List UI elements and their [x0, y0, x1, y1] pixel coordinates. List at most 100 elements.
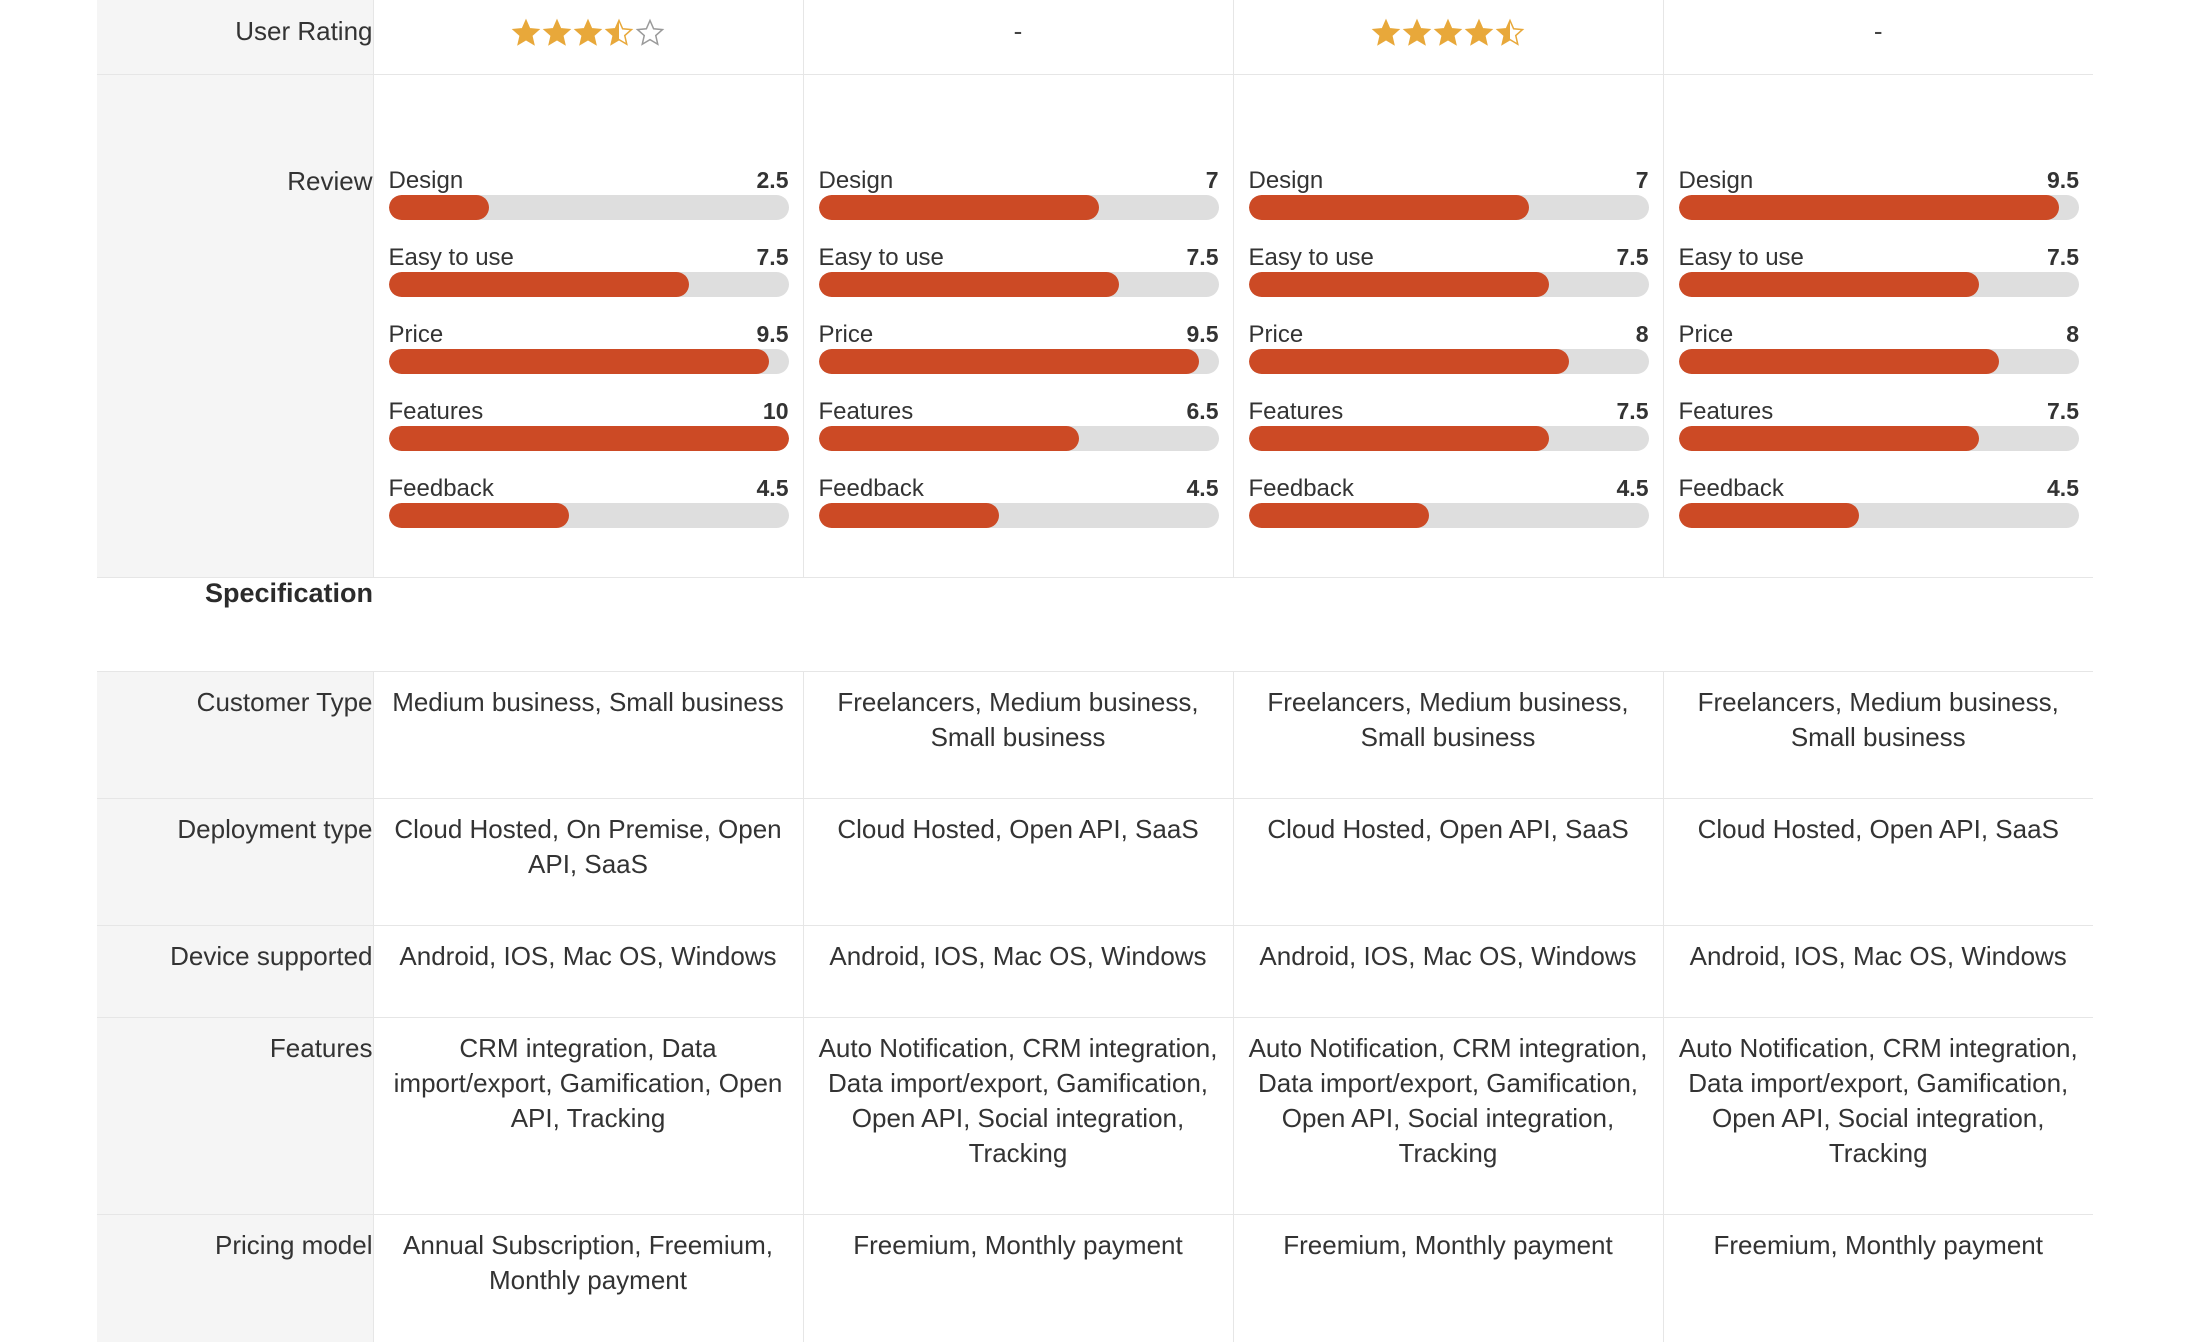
spec-value: Cloud Hosted, Open API, SaaS — [1233, 799, 1663, 926]
spec-value: Cloud Hosted, Open API, SaaS — [803, 799, 1233, 926]
review-criterion: Feedback 4.5 — [1249, 471, 1649, 548]
stars-graphic — [511, 2, 665, 64]
spec-row-customer-type: Customer Type Medium business, Small bus… — [97, 672, 2093, 799]
spec-value: Freelancers, Medium business, Small busi… — [803, 672, 1233, 799]
star-full-icon — [1405, 21, 1430, 45]
score-bar-fill — [819, 503, 999, 528]
spec-row-pricing-model: Pricing model Annual Subscription, Freem… — [97, 1215, 2093, 1342]
spec-value: Cloud Hosted, Open API, SaaS — [1663, 799, 2093, 926]
criterion-score: 7.5 — [1617, 240, 1649, 275]
user-rating-cell: - — [1663, 0, 2093, 75]
spec-label: Customer Type — [97, 672, 373, 799]
score-bar-fill — [819, 272, 1119, 297]
criterion-score: 9.5 — [1187, 317, 1219, 352]
spec-label: Deployment type — [97, 799, 373, 926]
score-bar-track — [389, 195, 789, 220]
spec-label: Features — [97, 1018, 373, 1215]
criterion-score: 7 — [1206, 163, 1219, 198]
criterion-score: 8 — [2066, 317, 2079, 352]
criterion-header: Feedback 4.5 — [1249, 471, 1649, 503]
criterion-header: Easy to use 7.5 — [819, 240, 1219, 272]
spec-value: Freemium, Monthly payment — [1663, 1215, 2093, 1342]
criterion-score: 4.5 — [1187, 471, 1219, 506]
star-full-icon — [1374, 21, 1399, 45]
score-bar-track — [819, 195, 1219, 220]
spec-label: Pricing model — [97, 1215, 373, 1342]
spec-value: Annual Subscription, Freemium, Monthly p… — [373, 1215, 803, 1342]
criterion-score: 4.5 — [757, 471, 789, 506]
score-bar-fill — [1679, 195, 2059, 220]
score-bar-track — [389, 426, 789, 451]
criterion-name: Easy to use — [389, 240, 514, 275]
criterion-name: Price — [1249, 317, 1304, 352]
score-bar-fill — [819, 349, 1199, 374]
user-rating-cell — [1233, 0, 1663, 75]
section-spacer — [373, 578, 2093, 672]
criterion-name: Features — [389, 394, 484, 429]
score-bar-track — [819, 426, 1219, 451]
criterion-score: 7.5 — [1187, 240, 1219, 275]
score-bar-track — [819, 272, 1219, 297]
score-bar-fill — [1249, 272, 1549, 297]
criterion-score: 4.5 — [1617, 471, 1649, 506]
criterion-header: Price 8 — [1679, 317, 2080, 349]
criterion-name: Easy to use — [819, 240, 944, 275]
spec-value: Android, IOS, Mac OS, Windows — [373, 926, 803, 1018]
star-full-icon — [1436, 21, 1461, 45]
spec-value: Auto Notification, CRM integration, Data… — [1233, 1018, 1663, 1215]
criterion-score: 9.5 — [2047, 163, 2079, 198]
review-criterion: Price 8 — [1679, 317, 2080, 394]
score-bar-track — [1679, 503, 2080, 528]
no-rating-text: - — [1014, 16, 1023, 46]
score-bar-fill — [1679, 349, 1999, 374]
score-bar-fill — [389, 195, 489, 220]
no-rating-text: - — [1874, 16, 1883, 46]
spec-label: Device supported — [97, 926, 373, 1018]
criterion-name: Price — [819, 317, 874, 352]
spec-row-deployment-type: Deployment type Cloud Hosted, On Premise… — [97, 799, 2093, 926]
user-rating-row: User Rating - - — [97, 0, 2093, 75]
score-bar-track — [819, 503, 1219, 528]
star-full-icon — [1467, 21, 1492, 45]
star-full-icon — [576, 21, 601, 45]
score-bar-fill — [1249, 195, 1529, 220]
criterion-name: Price — [1679, 317, 1734, 352]
star-full-icon — [545, 21, 570, 45]
score-bar-fill — [819, 426, 1079, 451]
criterion-header: Price 9.5 — [819, 317, 1219, 349]
criterion-name: Design — [819, 163, 894, 198]
spec-value: Medium business, Small business — [373, 672, 803, 799]
star-half-icon — [607, 21, 632, 45]
spec-value: Cloud Hosted, On Premise, Open API, SaaS — [373, 799, 803, 926]
criterion-name: Feedback — [1249, 471, 1354, 506]
score-bar-fill — [1679, 503, 1859, 528]
user-rating-label: User Rating — [97, 0, 373, 75]
criterion-score: 7 — [1636, 163, 1649, 198]
criterion-name: Features — [819, 394, 914, 429]
criterion-score: 2.5 — [757, 163, 789, 198]
user-rating-cell — [373, 0, 803, 75]
criterion-score: 7.5 — [2047, 240, 2079, 275]
score-bar-track — [389, 349, 789, 374]
star-empty-icon — [638, 21, 663, 45]
spec-value: Auto Notification, CRM integration, Data… — [1663, 1018, 2093, 1215]
